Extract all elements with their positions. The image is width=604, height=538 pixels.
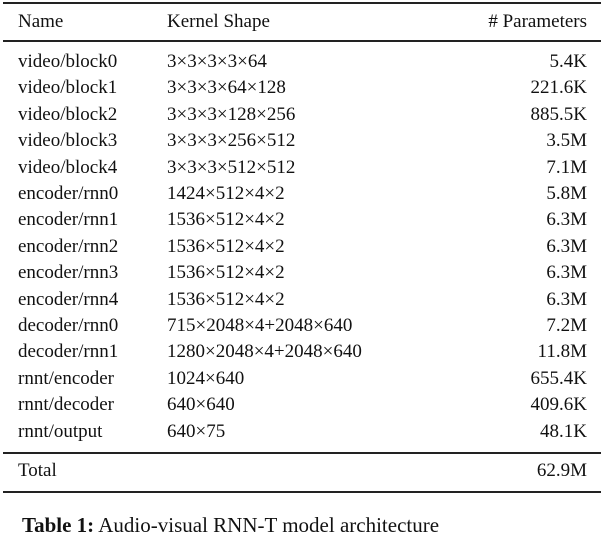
total-label: Total (18, 460, 57, 481)
kernel-cell: 1280×2048×4+2048×640 (167, 341, 362, 363)
name-cell: encoder/rnn4 (18, 288, 119, 310)
kernel-cell: 1536×512×4×2 (167, 209, 285, 231)
kernel-cell: 3×3×3×256×512 (167, 130, 296, 152)
name-cell: video/block2 (18, 103, 118, 125)
params-cell: 6.3M (546, 209, 587, 231)
name-cell: video/block0 (18, 51, 118, 72)
header-params-cell: # Parameters (488, 11, 587, 32)
bottom-rule (3, 491, 601, 493)
params-cell: 5.4K (549, 51, 587, 72)
caption-label: Table 1: (22, 513, 95, 537)
kernel-cell: 3×3×3×512×512 (167, 156, 296, 178)
params-cell: 7.1M (546, 156, 587, 178)
name-cell: encoder/rnn2 (18, 235, 119, 257)
name-cell: encoder/rnn3 (18, 262, 119, 284)
params-cell: 885.5K (530, 103, 587, 125)
caption-text: Audio-visual RNN-T model architecture (98, 513, 440, 537)
params-cell: 11.8M (537, 341, 587, 363)
params-cell: 3.5M (546, 130, 587, 152)
name-cell: rnnt/output (18, 420, 103, 442)
name-cell: encoder/rnn0 (18, 183, 119, 204)
params-cell: 5.8M (546, 183, 587, 204)
kernel-cell: 640×75 (167, 420, 226, 442)
kernel-cell: 3×3×3×64×128 (167, 77, 286, 99)
name-cell: rnnt/encoder (18, 367, 115, 389)
params-cell: 6.3M (546, 288, 587, 310)
top-rule (3, 2, 601, 4)
name-cell: video/block3 (18, 130, 118, 152)
kernel-cell: 1536×512×4×2 (167, 262, 285, 284)
kernel-cell: 3×3×3×128×256 (167, 103, 296, 125)
header-kernel-cell: Kernel Shape (167, 11, 270, 32)
header-rule (3, 40, 601, 42)
name-cell: decoder/rnn1 (18, 341, 119, 363)
kernel-cell: 1536×512×4×2 (167, 235, 285, 257)
caption: Table 1: Audio-visual RNN-T model archit… (22, 512, 439, 538)
params-cell: 6.3M (546, 262, 587, 284)
name-cell: decoder/rnn0 (18, 315, 119, 336)
name-cell: encoder/rnn1 (18, 209, 119, 231)
kernel-cell: 1536×512×4×2 (167, 288, 285, 310)
name-cell: video/block4 (18, 156, 118, 178)
name-cell: rnnt/decoder (18, 394, 115, 416)
params-cell: 221.6K (530, 77, 587, 99)
header-name-cell: Name (18, 11, 64, 32)
params-cell: 7.2M (546, 315, 587, 336)
params-cell: 409.6K (530, 394, 587, 416)
name-cell: video/block1 (18, 77, 118, 99)
total-value: 62.9M (536, 460, 587, 481)
kernel-cell: 715×2048×4+2048×640 (167, 315, 353, 336)
kernel-cell: 3×3×3×3×64 (167, 51, 267, 72)
params-cell: 6.3M (546, 235, 587, 257)
params-cell: 655.4K (530, 367, 587, 389)
params-cell: 48.1K (540, 420, 587, 442)
kernel-cell: 1424×512×4×2 (167, 183, 285, 204)
total-rule (3, 452, 601, 454)
kernel-cell: 640×640 (167, 394, 235, 416)
kernel-cell: 1024×640 (167, 367, 245, 389)
